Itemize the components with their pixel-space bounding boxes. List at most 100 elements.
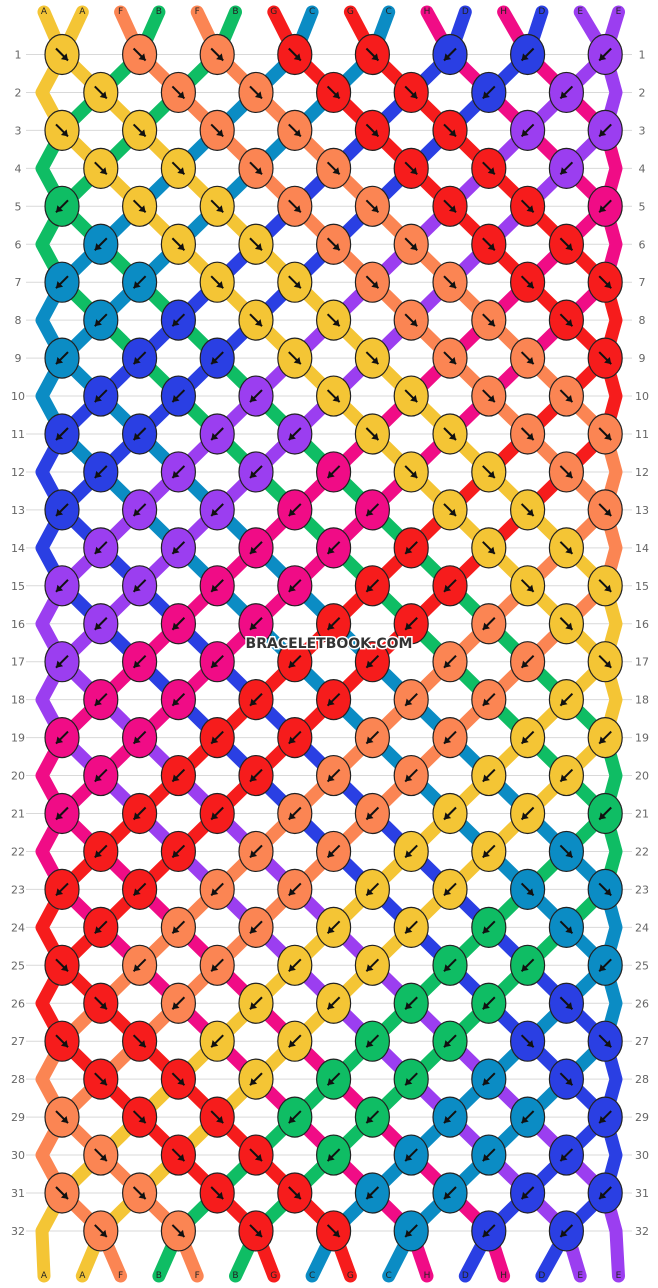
arrowhead-icon xyxy=(487,243,495,251)
knot xyxy=(432,413,468,455)
arrowhead-icon xyxy=(482,698,490,706)
arrowhead-icon xyxy=(211,584,219,592)
knot xyxy=(83,1058,119,1100)
knot xyxy=(277,565,313,607)
arrowhead-icon xyxy=(99,1078,107,1086)
arrowhead-icon xyxy=(216,129,224,137)
knot xyxy=(509,33,546,76)
arrowhead-icon xyxy=(366,812,374,820)
knot xyxy=(199,261,235,303)
row-number: 30 xyxy=(11,1149,25,1162)
knot xyxy=(316,1210,352,1252)
strand-label: F xyxy=(195,7,200,17)
knot xyxy=(199,1020,235,1062)
knot xyxy=(471,71,507,114)
arrowhead-icon xyxy=(293,357,301,365)
arrowhead-icon xyxy=(604,1040,612,1048)
arrowhead-icon xyxy=(410,394,418,403)
knot xyxy=(316,527,352,569)
arrowhead-icon xyxy=(56,508,64,516)
thread-c xyxy=(35,5,623,1283)
arrowhead-icon xyxy=(405,850,413,858)
row-number: 9 xyxy=(15,352,22,365)
row-number: 28 xyxy=(11,1073,25,1086)
knot xyxy=(238,451,274,493)
thread-a xyxy=(35,5,623,1283)
knot xyxy=(393,603,429,645)
arrowhead-icon xyxy=(327,622,335,630)
arrowhead-icon xyxy=(560,1229,568,1237)
knot xyxy=(432,109,468,151)
arrowhead-icon xyxy=(332,91,340,99)
arrowhead-icon xyxy=(56,888,64,896)
knot xyxy=(432,33,468,76)
knot xyxy=(587,792,623,835)
arrowhead-icon xyxy=(448,357,456,365)
arrowhead-icon xyxy=(94,926,102,934)
arrowhead-icon xyxy=(565,243,573,251)
knot xyxy=(199,109,235,151)
knot xyxy=(238,754,274,797)
arrowhead-icon xyxy=(133,508,141,516)
row-number: 11 xyxy=(635,428,649,441)
arrowhead-icon xyxy=(327,1002,335,1010)
row-number: 31 xyxy=(635,1187,649,1200)
arrowhead-icon xyxy=(444,1191,452,1199)
arrowhead-icon xyxy=(133,736,141,744)
arrowhead-icon xyxy=(327,1153,335,1162)
knot xyxy=(432,1096,468,1138)
arrowhead-icon xyxy=(56,660,64,668)
knot xyxy=(354,716,390,759)
thread-c xyxy=(35,5,623,1283)
arrowhead-icon xyxy=(327,470,335,478)
knot xyxy=(160,1134,196,1176)
knot xyxy=(509,716,546,759)
knot xyxy=(160,754,196,797)
knot xyxy=(393,754,429,797)
row-number: 24 xyxy=(635,921,649,934)
arrowhead-icon xyxy=(60,1040,68,1048)
thread-f xyxy=(35,5,623,1283)
knot xyxy=(160,982,196,1024)
arrowhead-icon xyxy=(211,964,219,972)
arrowhead-icon xyxy=(94,774,102,782)
arrowhead-icon xyxy=(99,1002,107,1010)
knot xyxy=(432,1172,468,1214)
arrowhead-icon xyxy=(133,964,141,972)
arrowhead-icon xyxy=(444,584,452,592)
arrowhead-icon xyxy=(99,91,107,99)
arrowhead-icon xyxy=(405,1002,413,1010)
arrowhead-icon xyxy=(133,812,141,820)
strand-label: F xyxy=(118,7,123,17)
arrowhead-icon xyxy=(366,1191,374,1199)
arrowhead-icon xyxy=(293,53,301,61)
arrowhead-icon xyxy=(444,1116,452,1124)
strand-label: C xyxy=(386,7,392,17)
knot xyxy=(199,1096,235,1138)
knot xyxy=(44,413,80,455)
row-number: 2 xyxy=(639,86,646,99)
arrowhead-icon xyxy=(288,964,296,972)
knot xyxy=(83,299,119,341)
knot xyxy=(277,337,313,379)
knot xyxy=(316,451,352,493)
knot xyxy=(238,906,274,948)
knot xyxy=(122,489,158,531)
arrowhead-icon xyxy=(565,850,573,858)
knot xyxy=(199,792,235,835)
strand-label: H xyxy=(500,1271,507,1281)
row-number: 18 xyxy=(635,694,649,707)
arrowhead-icon xyxy=(482,622,490,630)
arrowhead-icon xyxy=(366,736,374,744)
row-number: 20 xyxy=(635,770,649,783)
arrowhead-icon xyxy=(366,660,374,668)
knot xyxy=(548,982,585,1024)
arrowhead-icon xyxy=(293,1191,301,1199)
knot xyxy=(277,716,313,759)
arrowhead-icon xyxy=(250,1002,258,1010)
knot xyxy=(316,830,352,873)
row-number: 10 xyxy=(635,390,649,403)
row-number: 12 xyxy=(11,466,25,479)
knot xyxy=(316,1058,352,1100)
knot xyxy=(471,754,507,797)
